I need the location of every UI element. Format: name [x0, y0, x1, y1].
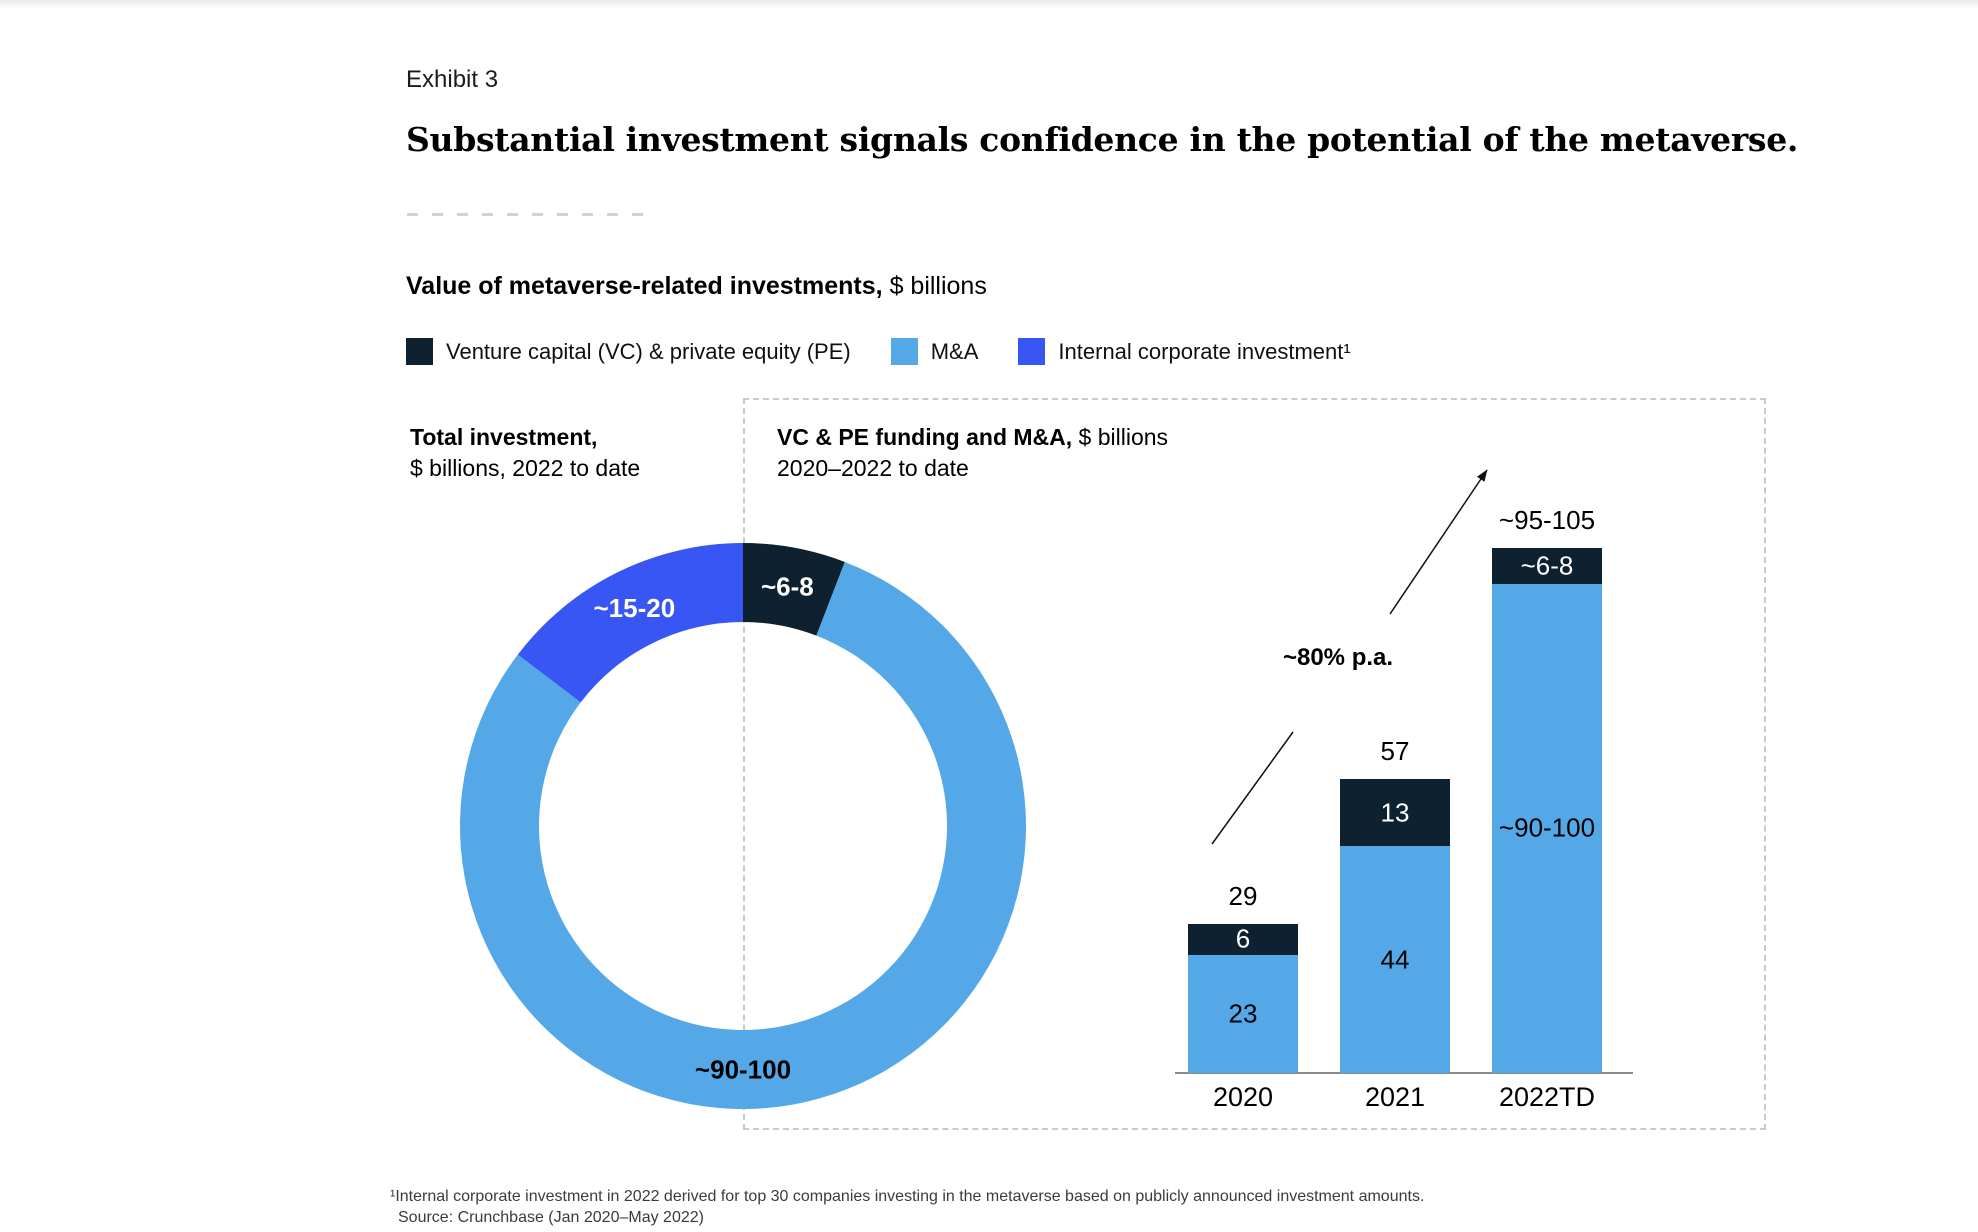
donut-slice-label-1: ~90-100 — [695, 1055, 791, 1085]
bar-panel-heading-unit: $ billions — [1078, 424, 1169, 450]
legend-label: Venture capital (VC) & private equity (P… — [446, 338, 851, 364]
x-axis-label-2022TD: 2022TD — [1498, 1082, 1596, 1112]
legend-item-0: Venture capital (VC) & private equity (P… — [406, 338, 851, 365]
bar-panel-heading-bold: VC & PE funding and M&A, — [777, 424, 1073, 450]
legend-swatch-icon — [1018, 338, 1046, 365]
bar-segment-label-2022TD-vc-pe: ~6-8 — [1520, 550, 1574, 581]
footnote: ¹Internal corporate investment in 2022 d… — [390, 1186, 1424, 1228]
donut-panel-heading-line2: $ billions, 2022 to date — [410, 455, 641, 481]
bar-segment-2020-mna — [1188, 954, 1298, 1073]
bar-panel-heading-line2: 2020–2022 to date — [777, 455, 969, 481]
legend-label: M&A — [930, 338, 979, 364]
donut-panel-heading: Total investment, $ billions, 2022 to da… — [410, 422, 640, 484]
legend-label: Internal corporate investment¹ — [1058, 338, 1351, 364]
legend-swatch-icon — [890, 338, 918, 365]
exhibit-title: Substantial investment signals confidenc… — [406, 120, 1799, 159]
footnote-source: Source: Crunchbase (Jan 2020–May 2022) — [398, 1209, 704, 1226]
footnote-line1: ¹Internal corporate investment in 2022 d… — [390, 1188, 1425, 1205]
donut-chart: ~6-8 ~90-100 ~15-20 — [460, 543, 1027, 1109]
x-axis-label-2021: 2021 — [1364, 1082, 1426, 1112]
chart-heading: Value of metaverse-related investments, … — [406, 272, 987, 301]
bar-segment-label-2020-vc-pe: 6 — [1235, 923, 1251, 954]
chart-heading-bold: Value of metaverse-related investments, — [406, 272, 883, 300]
donut-slice-2 — [517, 543, 743, 703]
legend-swatch-icon — [406, 338, 433, 365]
bar-segment-2022TD-mna — [1492, 583, 1602, 1073]
bar-segment-label-2020-mna: 23 — [1228, 998, 1258, 1029]
chart-heading-unit: $ billions — [889, 272, 987, 300]
exhibit-number: Exhibit 3 — [406, 66, 499, 93]
top-edge-shadow — [0, 0, 1978, 9]
bar-segment-label-2021-vc-pe: 13 — [1380, 797, 1410, 828]
growth-annotation: ~80% p.a. — [1282, 644, 1394, 671]
legend-item-2: Internal corporate investment¹ — [1018, 338, 1351, 365]
bar-segment-2020-vc-pe — [1188, 923, 1298, 955]
bar-segment-label-2021-mna: 44 — [1380, 944, 1410, 975]
donut-slice-label-2: ~15-20 — [594, 593, 676, 623]
bar-segment-2022TD-vc-pe — [1492, 547, 1602, 584]
x-axis-line — [1175, 1072, 1633, 1074]
dashed-panel-border — [743, 398, 1766, 1130]
x-axis-label-2020: 2020 — [1212, 1082, 1274, 1112]
legend-item-1: M&A — [890, 338, 979, 365]
bar-total-label-2020: 29 — [1228, 880, 1258, 911]
legend: Venture capital (VC) & private equity (P… — [406, 338, 1351, 365]
bar-total-label-2021: 57 — [1380, 736, 1410, 767]
donut-slice-0 — [743, 543, 845, 636]
clipped-text-artifact — [407, 213, 653, 216]
bar-segment-2021-vc-pe — [1340, 779, 1450, 847]
bar-total-label-2022TD: ~95-105 — [1498, 504, 1596, 535]
bar-panel-heading: VC & PE funding and M&A, $ billions 2020… — [777, 422, 1168, 484]
donut-slice-label-0: ~6-8 — [761, 572, 814, 602]
bar-segment-2021-mna — [1340, 846, 1450, 1073]
donut-panel-heading-bold: Total investment, — [410, 424, 598, 450]
bar-segment-label-2022TD-mna: ~90-100 — [1498, 812, 1596, 843]
